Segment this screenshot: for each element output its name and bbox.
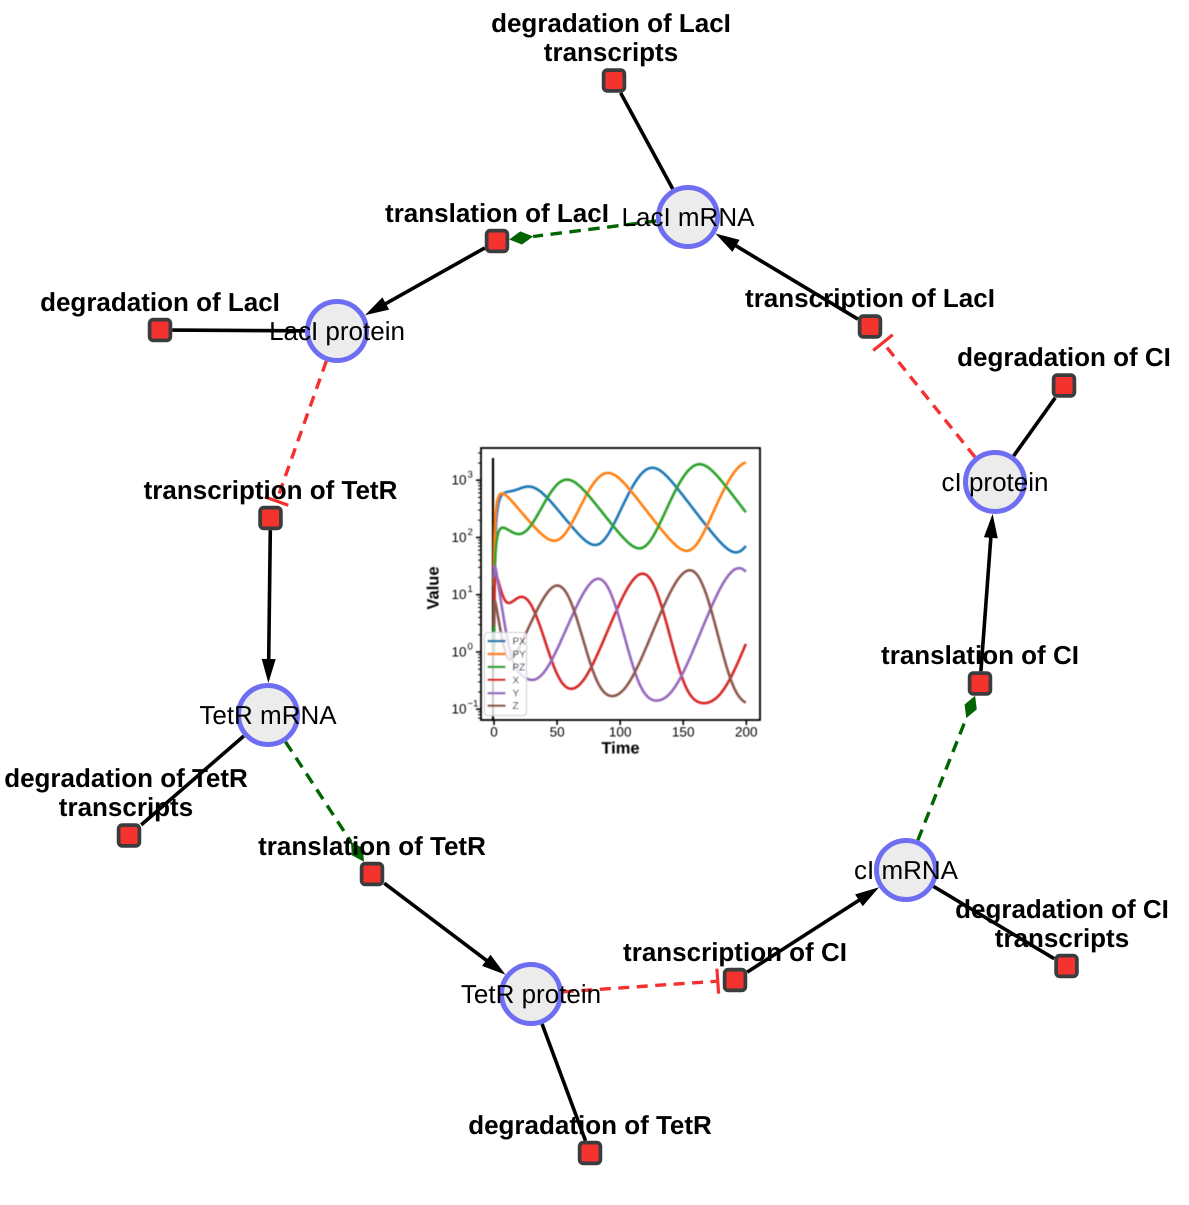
svg-text:TetR protein: TetR protein — [461, 979, 601, 1009]
svg-text:transcription of TetR: transcription of TetR — [144, 475, 398, 505]
svg-text:transcription of CI: transcription of CI — [623, 937, 847, 967]
svg-text:degradation of CI: degradation of CI — [957, 342, 1171, 372]
svg-text:200: 200 — [735, 725, 758, 740]
svg-text:PZ: PZ — [513, 662, 526, 673]
svg-text:10: 10 — [451, 473, 466, 488]
svg-text:degradation of TetR: degradation of TetR — [4, 763, 248, 793]
svg-text:−1: −1 — [468, 699, 479, 710]
svg-text:10: 10 — [451, 702, 466, 717]
svg-text:0: 0 — [490, 725, 498, 740]
svg-text:LacI mRNA: LacI mRNA — [622, 202, 756, 232]
svg-text:Y: Y — [513, 689, 520, 700]
svg-text:Time: Time — [601, 740, 639, 758]
svg-text:2: 2 — [468, 527, 473, 538]
svg-text:transcripts: transcripts — [59, 792, 193, 822]
svg-text:PX: PX — [513, 637, 527, 648]
svg-text:cI protein: cI protein — [942, 467, 1049, 497]
svg-text:degradation of TetR: degradation of TetR — [468, 1110, 712, 1140]
svg-text:50: 50 — [550, 725, 565, 740]
svg-text:10: 10 — [451, 645, 466, 660]
svg-text:transcription of LacI: transcription of LacI — [745, 283, 995, 313]
svg-text:Value: Value — [425, 566, 443, 609]
svg-text:translation of CI: translation of CI — [881, 640, 1079, 670]
svg-text:transcripts: transcripts — [995, 923, 1129, 953]
svg-text:10: 10 — [451, 530, 466, 545]
svg-text:degradation of LacI: degradation of LacI — [40, 287, 280, 317]
svg-text:PY: PY — [513, 650, 527, 661]
svg-text:Z: Z — [513, 701, 519, 712]
svg-text:translation of LacI: translation of LacI — [385, 198, 609, 228]
svg-text:1: 1 — [468, 584, 473, 595]
svg-text:cI mRNA: cI mRNA — [854, 855, 959, 885]
svg-text:TetR mRNA: TetR mRNA — [199, 700, 337, 730]
svg-text:translation of TetR: translation of TetR — [258, 831, 486, 861]
svg-text:degradation of CI: degradation of CI — [955, 894, 1169, 924]
svg-text:X: X — [513, 675, 520, 686]
svg-text:transcripts: transcripts — [544, 37, 678, 67]
svg-text:100: 100 — [609, 725, 632, 740]
svg-text:LacI protein: LacI protein — [269, 316, 405, 346]
svg-text:0: 0 — [468, 642, 473, 653]
svg-text:3: 3 — [468, 470, 473, 481]
svg-text:10: 10 — [451, 587, 466, 602]
svg-text:150: 150 — [672, 725, 695, 740]
svg-text:degradation of LacI: degradation of LacI — [491, 8, 731, 38]
